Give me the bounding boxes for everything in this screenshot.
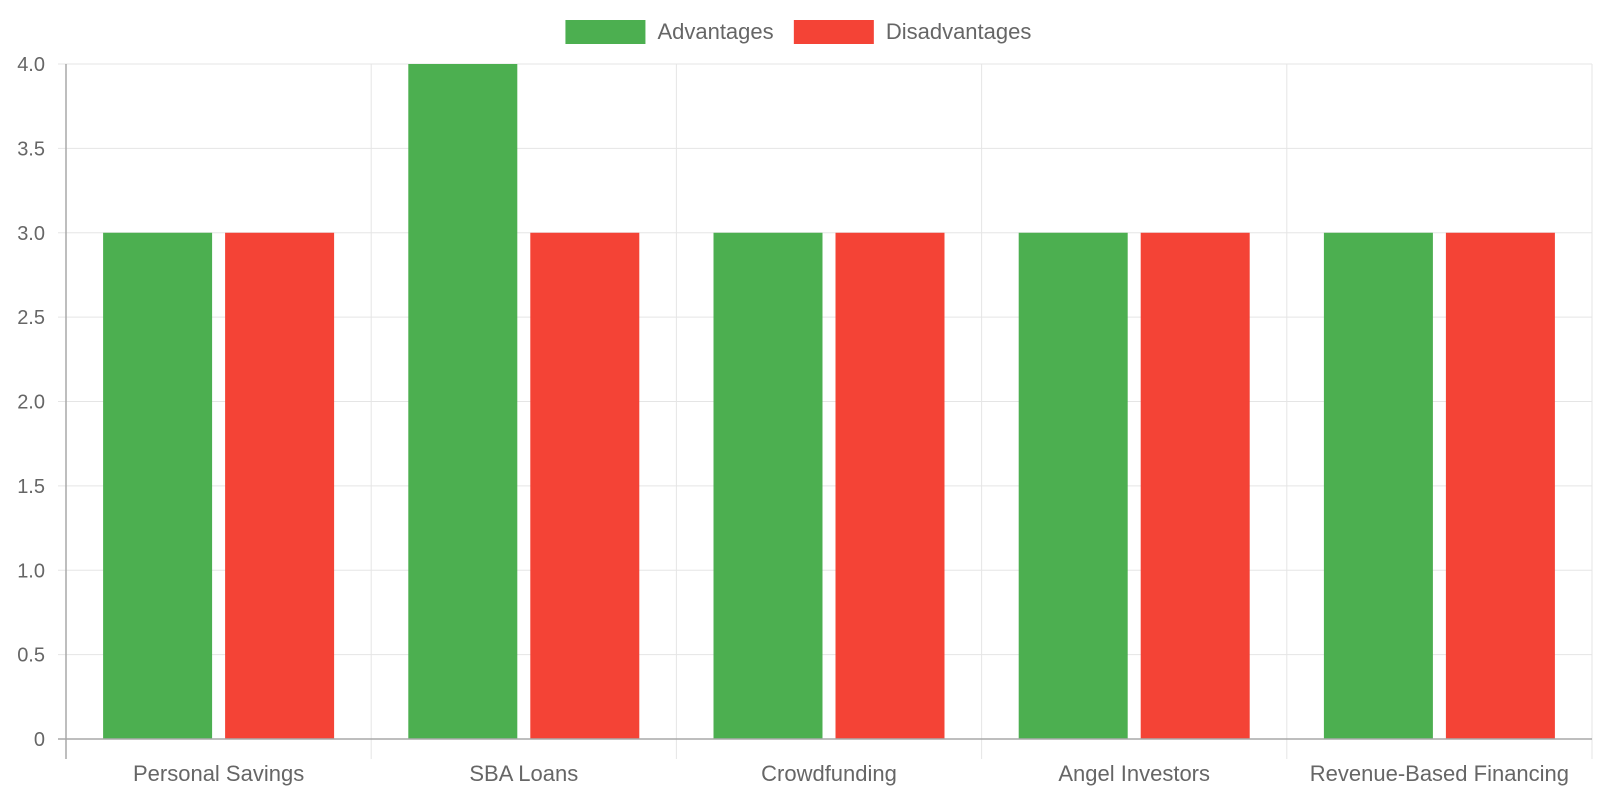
bars-layer	[103, 64, 1555, 739]
bar-disadvantages-sba-loans[interactable]	[530, 232, 640, 739]
x-tick-label: SBA Loans	[469, 761, 578, 786]
y-tick-label: 2.0	[17, 392, 45, 414]
bar-disadvantages-personal-savings[interactable]	[225, 232, 335, 739]
y-tick-label: 3.5	[17, 138, 45, 160]
x-tick-label: Personal Savings	[133, 761, 304, 786]
bar-advantages-angel-investors[interactable]	[1018, 232, 1128, 739]
x-tick-label: Revenue-Based Financing	[1310, 761, 1569, 786]
bar-disadvantages-crowdfunding[interactable]	[835, 232, 945, 739]
y-tick-label: 4.0	[17, 54, 45, 76]
x-tick-label: Crowdfunding	[761, 761, 897, 786]
y-tick-label: 1.5	[17, 476, 45, 498]
bar-advantages-crowdfunding[interactable]	[713, 232, 823, 739]
bar-advantages-personal-savings[interactable]	[103, 232, 213, 739]
legend-label-advantages[interactable]: Advantages	[657, 19, 773, 44]
y-tick-label: 1.0	[17, 560, 45, 582]
legend[interactable]: Advantages Disadvantages	[565, 19, 1031, 44]
y-tick-label: 2.5	[17, 307, 45, 329]
legend-swatch-disadvantages[interactable]	[793, 20, 874, 44]
legend-label-disadvantages[interactable]: Disadvantages	[886, 19, 1032, 44]
y-tick-label: 3.0	[17, 223, 45, 245]
legend-swatch-advantages[interactable]	[565, 20, 646, 44]
y-tick-label: 0	[34, 729, 45, 751]
bar-advantages-sba-loans[interactable]	[408, 64, 518, 739]
axis-layer: 0 0.5 1.0 1.5 2.0 2.5 3.0 3.5 4.0 Personal Saving…	[17, 54, 1592, 786]
y-tick-label: 0.5	[17, 645, 45, 667]
bar-disadvantages-revenue-based-financing[interactable]	[1445, 232, 1555, 739]
bar-disadvantages-angel-investors[interactable]	[1140, 232, 1250, 739]
bar-advantages-revenue-based-financing[interactable]	[1323, 232, 1433, 739]
x-tick-label: Angel Investors	[1058, 761, 1210, 786]
